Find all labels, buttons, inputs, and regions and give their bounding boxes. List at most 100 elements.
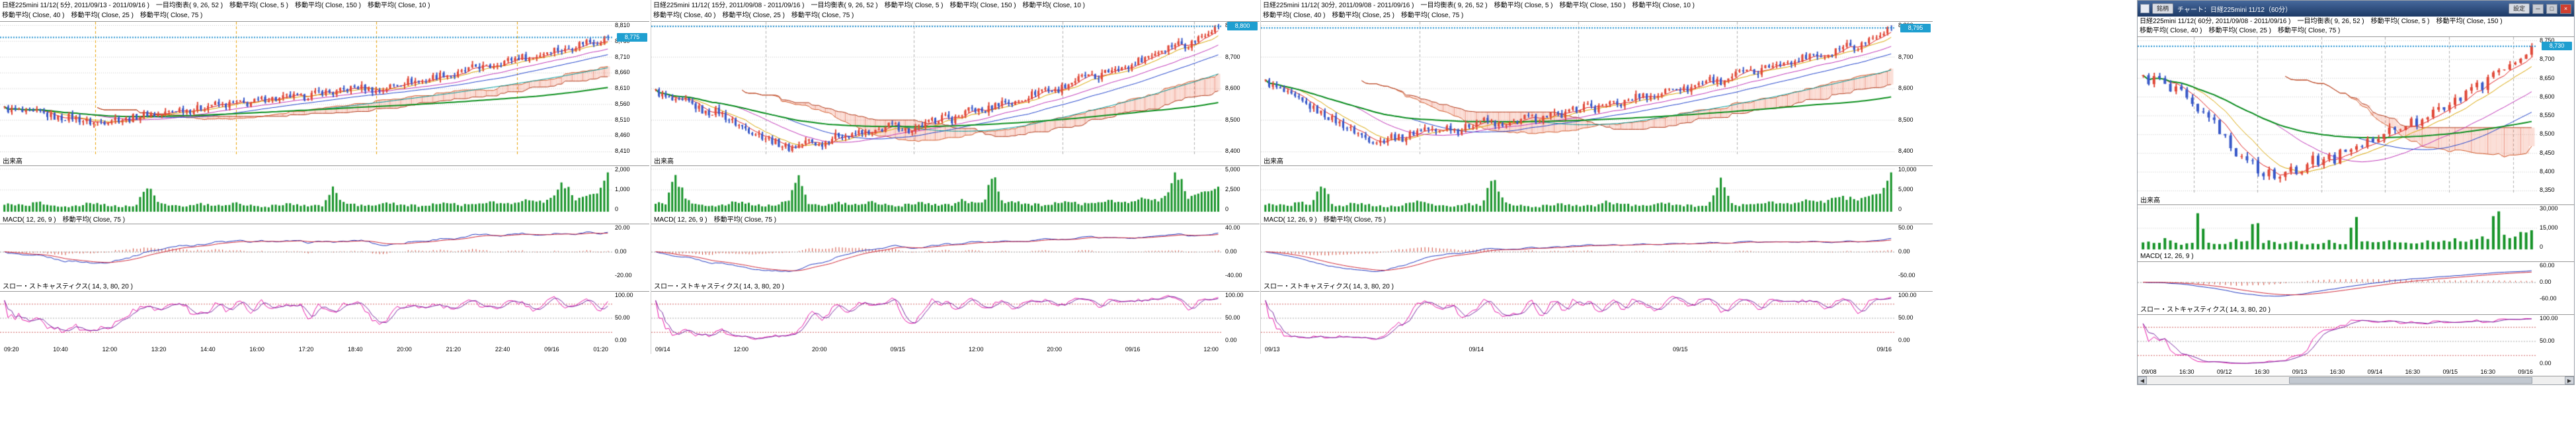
stochastics-axis: 100.00 50.00 0.00 xyxy=(2537,315,2574,367)
price-axis: 8,750 8,700 8,650 8,600 8,550 8,500 8,450 8,400… xyxy=(2537,37,2574,194)
price-axis-label: 8,500 xyxy=(1898,116,1913,123)
stochastics-axis-label: 50.00 xyxy=(1898,314,1913,321)
time-axis-label: 20:00 xyxy=(397,345,412,353)
time-axis: 09/14 12:00 20:00 09/15 12:00 20:00 09/16 12:00 xyxy=(651,344,1223,354)
price-axis-label: 8,500 xyxy=(2540,130,2555,138)
stochastics-chart-canvas[interactable] xyxy=(651,292,1223,344)
volume-section-label: 出来高 xyxy=(2140,196,2160,204)
price-axis-label: 8,700 xyxy=(2540,56,2555,63)
volume-axis-label: 2,000 xyxy=(615,166,630,173)
price-axis-label: 8,710 xyxy=(615,53,630,60)
chart-header-line2: 移動平均( Close, 40 ) 移動平均( Close, 25 ) 移動平均… xyxy=(2140,27,2341,34)
window-titlebar[interactable]: 銘柄 チャート：日経225mini 11/12（60分） 設定 ─ □ × xyxy=(2138,1,2574,17)
time-axis-label: 09/13 xyxy=(2292,368,2308,375)
close-button[interactable]: × xyxy=(2560,3,2571,14)
scroll-right-button[interactable]: ▶ xyxy=(2565,376,2574,384)
time-axis-label: 09/16 xyxy=(1125,345,1141,353)
candlestick-chart-canvas[interactable] xyxy=(651,22,1223,155)
stochastics-chart-canvas[interactable] xyxy=(1261,292,1896,344)
volume-chart-canvas[interactable] xyxy=(1261,166,1896,213)
stochastics-axis-label: 50.00 xyxy=(615,314,630,321)
time-axis: 09/08 16:30 09/12 16:30 09/13 16:30 09/14 16:30… xyxy=(2138,367,2537,376)
time-axis-label: 09/12 xyxy=(2216,368,2232,375)
macd-axis-label: -60.00 xyxy=(2540,295,2557,302)
symbol-button[interactable]: 銘柄 xyxy=(2152,3,2174,14)
macd-section-label: MACD( 12, 26, 9 ) 移動平均( Close, 75 ) xyxy=(3,216,126,224)
stochastics-axis: 100.00 50.00 0.00 xyxy=(1896,292,1933,344)
stochastics-axis: 100.00 50.00 0.00 xyxy=(612,292,649,344)
time-axis-label: 14:40 xyxy=(200,345,216,353)
time-axis-label: 09/15 xyxy=(890,345,905,353)
macd-chart-canvas[interactable] xyxy=(651,224,1223,279)
time-axis-label: 09/14 xyxy=(655,345,670,353)
time-axis-label: 09/16 xyxy=(544,345,559,353)
time-axis-label: 13:20 xyxy=(151,345,167,353)
volume-pane: 10,000 5,000 0 xyxy=(1261,165,1933,213)
volume-axis-label: 30,000 xyxy=(2540,205,2558,212)
price-axis-label: 8,560 xyxy=(615,100,630,107)
chart-panel-5min: 日経225mini 11/12( 5分, 2011/09/13 - 2011/0… xyxy=(0,0,649,354)
stochastics-chart-canvas[interactable] xyxy=(2138,315,2537,367)
price-axis-label: 8,460 xyxy=(615,132,630,139)
volume-chart-canvas[interactable] xyxy=(651,166,1223,213)
stochastics-axis: 100.00 50.00 0.00 xyxy=(1223,292,1260,344)
price-axis-label: 8,810 xyxy=(615,22,630,28)
scrollbar-thumb[interactable] xyxy=(2288,377,2533,384)
volume-chart-canvas[interactable] xyxy=(2138,205,2537,251)
price-axis-label: 8,600 xyxy=(1225,85,1240,91)
scrollbar-track[interactable] xyxy=(2147,376,2565,384)
time-axis-label: 09/16 xyxy=(2518,368,2533,375)
stochastics-pane: 100.00 50.00 0.00 xyxy=(0,291,649,344)
time-axis: 09/13 09/14 09/15 09/16 xyxy=(1261,344,1896,354)
candlestick-chart-canvas[interactable] xyxy=(0,22,612,155)
time-axis-label: 09/15 xyxy=(2442,368,2458,375)
macd-axis-label: -50.00 xyxy=(1898,272,1915,279)
price-axis-label: 8,610 xyxy=(615,85,630,91)
macd-pane: 50.00 0.00 -50.00 xyxy=(1261,224,1933,279)
minimize-button[interactable]: ─ xyxy=(2532,3,2544,14)
volume-chart-canvas[interactable] xyxy=(0,166,612,213)
app-icon xyxy=(2140,4,2150,13)
macd-chart-canvas[interactable] xyxy=(2138,262,2537,302)
candlestick-chart-canvas[interactable] xyxy=(1261,22,1896,155)
price-axis-label: 8,700 xyxy=(1225,53,1240,60)
stochastics-pane: 100.00 50.00 0.00 xyxy=(651,291,1260,344)
macd-axis-label: 20.00 xyxy=(615,224,630,231)
settings-button[interactable]: 設定 xyxy=(2508,3,2530,14)
stochastics-chart-canvas[interactable] xyxy=(0,292,612,344)
price-axis: 8,8108,7608,7108,6608,6108,5608,5108,460… xyxy=(612,22,649,155)
current-price-tag: 8,775 xyxy=(617,33,647,42)
price-axis-label: 8,350 xyxy=(2540,187,2555,193)
time-axis-label: 16:00 xyxy=(249,345,264,353)
macd-chart-canvas[interactable] xyxy=(0,224,612,279)
time-axis-label: 12:00 xyxy=(1203,345,1219,353)
candlestick-chart-canvas[interactable] xyxy=(2138,37,2537,194)
price-axis-label: 8,510 xyxy=(615,116,630,123)
volume-section-label: 出来高 xyxy=(3,157,22,165)
main-chart-pane: 8,8108,7608,7108,6608,6108,5608,5108,460… xyxy=(0,21,649,155)
macd-axis: 60.00 0.00 -60.00 xyxy=(2537,262,2574,302)
chart-header: 日経225mini 11/12( 5分, 2011/09/13 - 2011/0… xyxy=(0,0,649,21)
time-axis-label: 01:20 xyxy=(593,345,608,353)
volume-axis-label: 0 xyxy=(1225,206,1229,212)
chart-header-line1: 日経225mini 11/12( 15分, 2011/09/08 - 2011/… xyxy=(653,2,1086,9)
time-axis-label: 16:30 xyxy=(2254,368,2270,375)
macd-chart-canvas[interactable] xyxy=(1261,224,1896,279)
macd-section-label: MACD( 12, 26, 9 ) 移動平均( Close, 75 ) xyxy=(654,216,777,224)
scroll-left-button[interactable]: ◀ xyxy=(2138,376,2147,384)
maximize-button[interactable]: □ xyxy=(2546,3,2557,14)
time-axis-label: 22:40 xyxy=(495,345,510,353)
macd-axis-label: 60.00 xyxy=(2540,262,2555,269)
macd-axis-label: 0.00 xyxy=(1898,248,1910,255)
horizontal-scrollbar[interactable]: ◀ ▶ xyxy=(2138,376,2574,384)
stochastics-axis-label: 100.00 xyxy=(615,292,633,298)
stochastics-axis-label: 100.00 xyxy=(1225,292,1244,298)
stochastics-axis-label: 50.00 xyxy=(1225,314,1240,321)
time-axis-label: 16:30 xyxy=(2405,368,2421,375)
stochastics-axis-label: 0.00 xyxy=(1225,337,1237,343)
time-axis-label: 16:30 xyxy=(2480,368,2495,375)
chart-header-line2: 移動平均( Close, 40 ) 移動平均( Close, 25 ) 移動平均… xyxy=(2,12,203,19)
time-axis-label: 16:30 xyxy=(2179,368,2194,375)
